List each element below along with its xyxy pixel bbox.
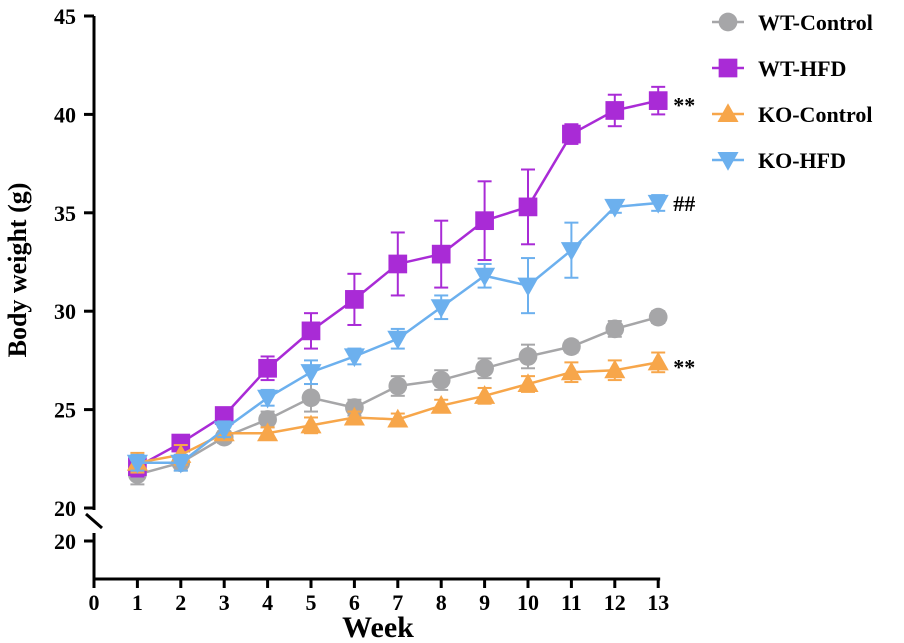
x-tick-label: 7 — [392, 590, 403, 615]
legend-label: WT-HFD — [758, 56, 846, 81]
x-tick-label: 1 — [132, 590, 143, 615]
data-point — [345, 290, 364, 309]
data-point — [343, 406, 365, 426]
y-tick-label: 25 — [54, 398, 76, 423]
y-tick-label: 35 — [54, 201, 76, 226]
data-point — [257, 389, 279, 409]
data-point — [560, 361, 582, 381]
y-axis-break-mark — [85, 512, 103, 530]
legend-marker — [718, 58, 738, 78]
significance-label: ** — [673, 354, 695, 379]
data-point — [387, 330, 409, 350]
series-ko-control — [126, 351, 669, 474]
y-tick-label: 30 — [54, 299, 76, 324]
series-ko-hfd — [126, 194, 669, 474]
data-point — [301, 388, 321, 408]
data-point — [474, 267, 496, 287]
x-tick-label: 3 — [219, 590, 230, 615]
data-point — [562, 337, 581, 356]
data-point — [562, 124, 581, 144]
data-point — [431, 244, 451, 264]
data-point — [300, 364, 322, 383]
data-point — [647, 194, 669, 214]
data-point — [257, 422, 279, 442]
data-point — [517, 277, 539, 297]
x-tick-label: 11 — [561, 590, 582, 615]
x-tick-label: 9 — [479, 590, 490, 615]
x-tick-label: 4 — [262, 590, 273, 615]
significance-label: ## — [673, 191, 695, 216]
data-point — [387, 408, 409, 428]
x-tick-label: 13 — [647, 590, 669, 615]
x-tick-label: 8 — [436, 590, 447, 615]
data-point — [170, 454, 192, 474]
legend: WT-Control WT-HFD KO-Control KO-HFD — [712, 10, 873, 173]
data-point — [431, 370, 451, 390]
data-point — [605, 319, 625, 339]
data-point — [517, 373, 539, 393]
data-point — [475, 358, 494, 378]
legend-item: WT-Control — [712, 10, 873, 35]
data-point — [258, 358, 277, 378]
y-tick-label: 40 — [54, 102, 76, 127]
legend-item: WT-HFD — [712, 56, 846, 81]
data-point — [518, 197, 538, 217]
legend-marker — [717, 103, 739, 123]
data-point — [648, 307, 668, 327]
legend-marker — [718, 12, 738, 32]
plot-area: ** ## ** — [126, 85, 695, 486]
y-tick-label: 45 — [54, 4, 76, 29]
x-tick-label: 0 — [89, 590, 100, 615]
significance-label: ** — [673, 93, 695, 118]
data-point — [171, 433, 191, 453]
data-point — [560, 242, 582, 261]
data-point — [301, 321, 321, 341]
x-tick-label: 12 — [604, 590, 626, 615]
data-point — [518, 347, 538, 366]
y-tick-label-lower: 20 — [54, 529, 76, 554]
legend-item: KO-Control — [712, 102, 872, 127]
legend-marker — [717, 151, 739, 171]
data-point — [343, 348, 365, 368]
data-point — [648, 91, 668, 110]
data-point — [214, 406, 234, 425]
legend-label: KO-Control — [758, 102, 872, 127]
x-tick-label: 10 — [517, 590, 539, 615]
data-point — [213, 421, 235, 440]
data-point — [430, 299, 452, 318]
x-tick-label: 5 — [306, 590, 317, 615]
data-point — [474, 385, 496, 404]
legend-label: KO-HFD — [758, 148, 846, 173]
data-point — [388, 376, 408, 396]
legend-item: KO-HFD — [712, 148, 846, 173]
x-tick-label: 6 — [349, 590, 360, 615]
data-point — [126, 454, 148, 474]
data-point — [258, 410, 277, 429]
x-axis-title: Week — [342, 611, 414, 643]
data-point — [300, 414, 322, 434]
data-point — [604, 359, 626, 379]
data-point — [430, 394, 452, 414]
data-point — [647, 351, 669, 371]
y-axis-title: Body weight (g) — [3, 183, 32, 358]
legend-label: WT-Control — [758, 10, 873, 35]
x-tick-label: 2 — [175, 590, 186, 615]
data-point — [604, 198, 626, 218]
data-point — [605, 101, 625, 120]
data-point — [388, 254, 408, 274]
data-point — [475, 211, 494, 231]
y-tick-label: 20 — [54, 496, 76, 521]
